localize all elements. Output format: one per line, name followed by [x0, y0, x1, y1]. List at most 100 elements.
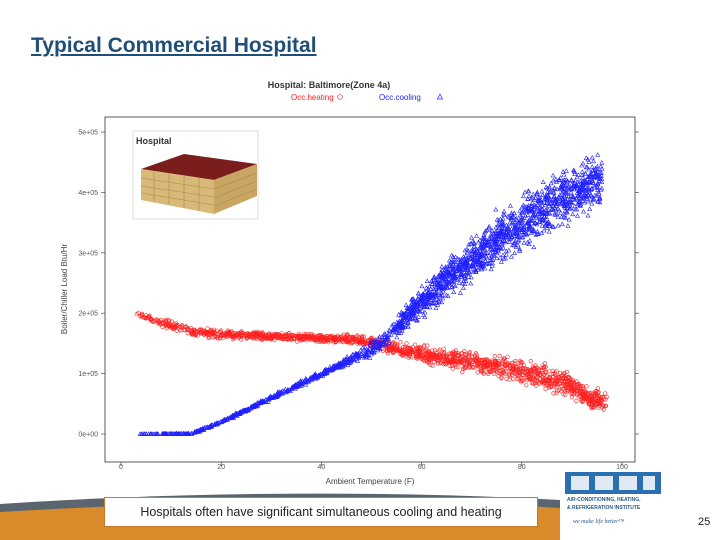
cooling-point: [580, 193, 586, 198]
heating-point: [574, 379, 579, 384]
heating-point: [426, 361, 431, 366]
cooling-point: [369, 339, 375, 344]
cooling-point: [595, 152, 601, 157]
cooling-point: [396, 312, 402, 317]
cooling-point: [542, 194, 548, 199]
heating-point: [418, 351, 423, 357]
cooling-point: [589, 176, 595, 182]
heating-point: [596, 393, 601, 399]
heating-point: [403, 349, 409, 354]
cooling-point: [548, 200, 554, 205]
cooling-point: [370, 344, 376, 350]
cooling-point: [500, 227, 506, 233]
cooling-point: [539, 206, 545, 211]
cooling-point: [552, 197, 558, 202]
heating-point: [537, 372, 542, 378]
cooling-point: [457, 290, 463, 295]
cooling-point: [589, 154, 595, 160]
heating-point: [280, 336, 285, 341]
heating-point: [240, 332, 245, 338]
heating-point: [288, 336, 294, 341]
logo-mark: [565, 472, 661, 494]
cooling-point: [472, 250, 478, 255]
cooling-point: [568, 177, 575, 182]
cooling-point: [506, 247, 512, 253]
heating-point: [576, 386, 581, 391]
heating-point: [322, 339, 327, 345]
legend-marker: [436, 93, 444, 100]
cooling-point: [451, 282, 457, 287]
heating-point: [470, 360, 475, 365]
heating-point: [341, 332, 347, 337]
heating-point: [559, 383, 564, 388]
cooling-point: [449, 263, 455, 269]
cooling-point: [588, 179, 594, 185]
heating-point: [516, 376, 521, 381]
cooling-point: [418, 301, 424, 306]
heating-point: [184, 327, 189, 332]
heating-point: [343, 336, 348, 341]
cooling-point: [562, 212, 568, 217]
heating-point: [359, 336, 364, 341]
cooling-point: [561, 201, 567, 206]
heating-point: [503, 372, 508, 377]
cooling-point: [590, 167, 596, 173]
cooling-point: [516, 220, 522, 226]
heating-point: [507, 363, 513, 368]
heating-point: [185, 330, 190, 336]
cooling-point: [519, 229, 525, 234]
heating-point: [465, 361, 470, 366]
heating-point: [189, 328, 194, 333]
cooling-point: [563, 168, 569, 173]
cooling-point: [461, 273, 467, 278]
cooling-point: [422, 303, 428, 309]
heating-point: [467, 350, 473, 355]
cooling-point: [456, 280, 462, 285]
cooling-point: [468, 266, 474, 272]
heating-point: [456, 360, 462, 365]
cooling-point: [579, 196, 585, 201]
cooling-point: [340, 363, 346, 369]
cooling-point: [470, 238, 476, 244]
heating-point: [459, 351, 465, 356]
cooling-point: [460, 280, 466, 286]
cooling-point: [565, 191, 571, 196]
cooling-point: [558, 182, 564, 187]
cooling-point: [434, 300, 440, 305]
heating-point: [301, 335, 306, 340]
cooling-point: [501, 212, 507, 217]
cooling-point: [459, 271, 465, 277]
heating-point: [236, 335, 241, 340]
cooling-point: [519, 227, 525, 232]
cooling-point: [444, 272, 450, 277]
cooling-point: [468, 263, 474, 269]
cooling-point: [509, 234, 515, 240]
cooling-point: [537, 198, 543, 203]
cooling-point: [470, 256, 476, 261]
cooling-point: [303, 379, 309, 384]
cooling-point: [345, 359, 351, 365]
cooling-point: [597, 199, 603, 205]
cooling-point: [443, 292, 449, 298]
cooling-point: [395, 320, 401, 325]
legend: Occ.heating Occ.cooling: [291, 93, 444, 102]
heating-point: [556, 374, 561, 379]
cooling-point: [562, 203, 568, 208]
cooling-point: [558, 184, 564, 190]
heating-point: [495, 363, 500, 368]
heating-series: [134, 310, 609, 412]
cooling-point: [170, 431, 176, 436]
cooling-point: [487, 250, 493, 256]
cooling-point: [420, 292, 426, 297]
scatter-chart: Hospital: Baltimore(Zone 4a) Occ.heating…: [60, 80, 639, 486]
cooling-point: [596, 189, 602, 195]
heating-point: [451, 357, 456, 362]
heating-point: [390, 350, 396, 356]
heating-point: [541, 365, 546, 371]
cooling-point: [447, 262, 453, 268]
heating-point: [482, 359, 487, 364]
hospital-inset: Hospital: [132, 130, 259, 220]
heating-point: [586, 391, 591, 396]
cooling-point: [550, 202, 556, 208]
cooling-point: [354, 358, 361, 363]
